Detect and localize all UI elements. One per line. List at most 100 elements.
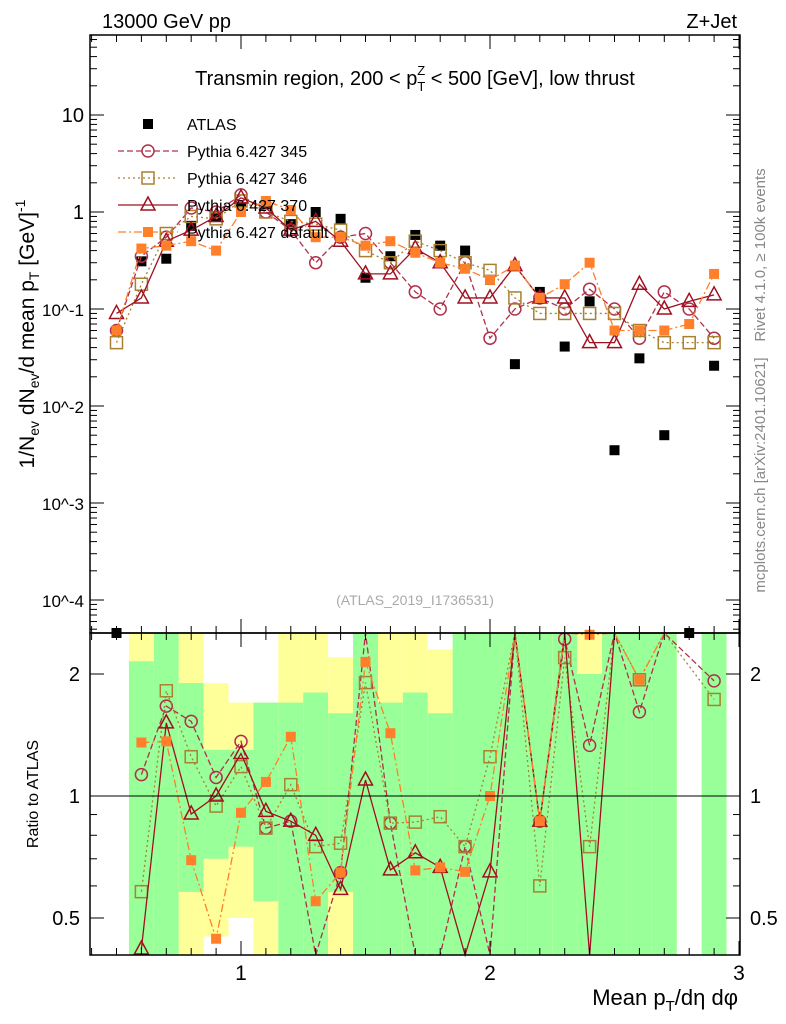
- data-point: [684, 319, 695, 330]
- data-point: [257, 198, 275, 214]
- stat-uncertainty-band: [278, 702, 304, 955]
- data-point: [634, 325, 645, 336]
- data-point: [559, 279, 570, 290]
- ratio-tick-label: 2: [750, 664, 761, 686]
- data-point: [481, 288, 499, 304]
- legend-marker: [139, 195, 157, 211]
- ratio-tick-label: 2: [69, 664, 80, 686]
- data-point: [631, 274, 648, 290]
- stat-uncertainty-band: [353, 633, 378, 955]
- ratio-point: [260, 776, 271, 787]
- data-point: [133, 288, 150, 304]
- ratio-point: [234, 734, 248, 749]
- data-point: [207, 206, 225, 223]
- data-point: [483, 263, 497, 278]
- data-point: [136, 256, 147, 267]
- data-point: [282, 220, 300, 236]
- data-point: [508, 302, 522, 316]
- data-point: [657, 285, 672, 299]
- data-point: [335, 232, 346, 243]
- ratio-point: [182, 804, 200, 820]
- data-point: [136, 243, 147, 254]
- data-point: [456, 288, 474, 304]
- ratio-y-label: Ratio to ATLAS: [25, 740, 42, 848]
- ratio-point: [357, 770, 374, 786]
- data-point: [408, 234, 423, 248]
- stat-uncertainty-band: [577, 674, 603, 955]
- data-point: [335, 213, 346, 224]
- ratio-point: [360, 656, 371, 667]
- y-tick-label: 10^-3: [42, 495, 84, 514]
- data-point: [211, 245, 222, 256]
- data-point: [557, 306, 572, 321]
- series-atlas: [111, 199, 720, 638]
- ratio-tick-label: 0.5: [750, 908, 778, 930]
- stat-uncertainty-band: [153, 633, 179, 955]
- mcplots-label: mcplots.cern.ch [arXiv:2401.10621]: [752, 357, 769, 592]
- series-line: [115, 200, 715, 332]
- ratio-point: [232, 743, 250, 760]
- data-point: [483, 331, 497, 345]
- ratio-point: [358, 675, 373, 690]
- y-tick-label: 1: [73, 202, 84, 224]
- data-point: [606, 333, 623, 349]
- ratio-point: [184, 714, 198, 729]
- ratio-point: [410, 865, 421, 876]
- energy-label: 13000 GeV pp: [102, 11, 231, 33]
- ratio-point: [383, 816, 398, 830]
- data-point: [308, 255, 323, 270]
- ratio-point: [707, 692, 721, 707]
- data-point: [657, 335, 672, 350]
- data-point: [360, 272, 371, 283]
- data-point: [433, 302, 447, 316]
- x-tick-label: 1: [235, 962, 247, 985]
- data-point: [284, 214, 298, 229]
- ratio-point: [184, 749, 198, 764]
- ratio-point: [257, 801, 275, 818]
- data-point: [360, 240, 371, 251]
- data-point: [509, 260, 520, 271]
- ratio-point: [161, 736, 172, 747]
- data-point: [460, 245, 471, 256]
- data-point: [108, 303, 125, 320]
- ratio-line: [140, 632, 715, 958]
- data-point: [161, 240, 172, 251]
- stat-uncertainty-band: [701, 633, 727, 955]
- data-point: [656, 299, 673, 315]
- ratio-point: [307, 825, 324, 842]
- data-point: [433, 243, 447, 258]
- ratio-tick-label: 0.5: [52, 908, 80, 930]
- stat-uncertainty-band: [128, 661, 154, 955]
- stat-uncertainty-band: [502, 633, 528, 955]
- ratio-point: [209, 799, 223, 813]
- data-point: [109, 335, 124, 350]
- data-point: [435, 257, 446, 268]
- legend: ATLAS Pythia 6.427 345 Pythia 6.427 346 Pyt…: [118, 117, 329, 242]
- data-point: [460, 263, 471, 274]
- ratio-point: [707, 674, 721, 688]
- data-point: [284, 223, 298, 237]
- data-point: [709, 360, 720, 371]
- data-point: [559, 341, 570, 352]
- data-point: [682, 335, 696, 350]
- ratio-point: [632, 705, 647, 719]
- data-point: [508, 291, 522, 305]
- data-point: [705, 285, 723, 301]
- data-point: [285, 204, 296, 215]
- ratio-point: [460, 866, 471, 877]
- legend-marker: [143, 227, 153, 237]
- ratio-point: [207, 786, 225, 802]
- data-point: [408, 285, 423, 299]
- x-tick-label: 2: [484, 962, 496, 985]
- data-point: [161, 253, 172, 264]
- legend-label: Pythia 6.427 346: [187, 171, 307, 188]
- y-tick-label: 10^-2: [42, 398, 84, 417]
- y-tick-label: 10^-4: [42, 592, 84, 611]
- data-point: [581, 333, 598, 349]
- stat-uncertainty-band: [452, 633, 478, 955]
- data-point: [709, 268, 720, 279]
- data-point: [385, 236, 396, 247]
- stat-uncertainty-band: [602, 633, 627, 955]
- ratio-tick-label: 1: [69, 786, 80, 808]
- data-point: [383, 255, 398, 270]
